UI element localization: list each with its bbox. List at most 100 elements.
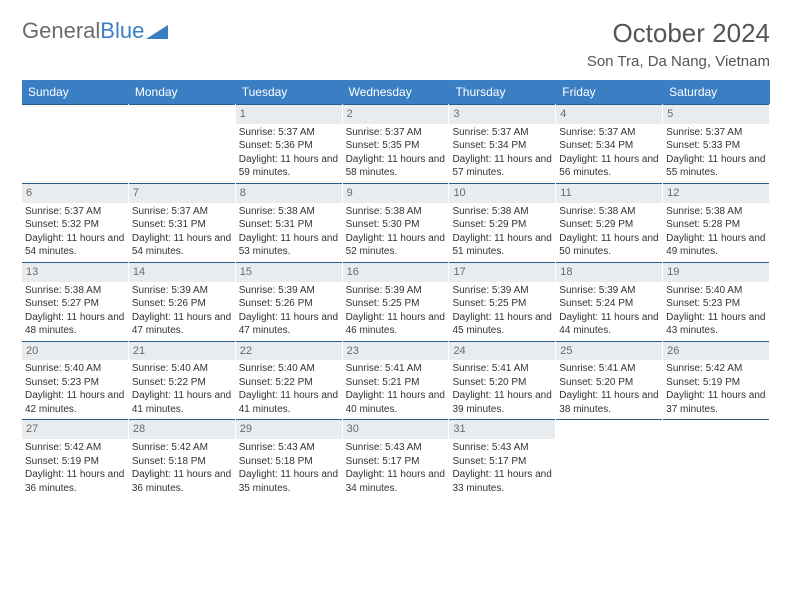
calendar-cell: 31 Sunrise: 5:43 AMSunset: 5:17 PMDayligh…	[449, 419, 556, 498]
daylight-text: Daylight: 11 hours and 33 minutes.	[452, 468, 552, 495]
sunset-text: Sunset: 5:29 PM	[559, 218, 659, 232]
calendar-cell	[22, 104, 129, 183]
sunset-text: Sunset: 5:25 PM	[452, 297, 552, 311]
calendar-cell: 6Sunrise: 5:37 AMSunset: 5:32 PMDaylight…	[22, 183, 129, 262]
daylight-text: Daylight: 11 hours and 36 minutes.	[132, 468, 232, 495]
sunset-text: Sunset: 5:23 PM	[666, 297, 766, 311]
day-number: 25	[556, 341, 662, 361]
daylight-text: Daylight: 11 hours and 48 minutes.	[25, 311, 125, 338]
calendar-cell: 11Sunrise: 5:38 AMSunset: 5:29 PMDayligh…	[556, 183, 663, 262]
day-number: 30	[343, 419, 449, 439]
logo: GeneralBlue	[22, 18, 168, 44]
daylight-text: Daylight: 11 hours and 59 minutes.	[239, 153, 339, 180]
sunrise-text: Sunrise: 5:39 AM	[559, 284, 659, 298]
sunset-text: Sunset: 5:33 PM	[666, 139, 766, 153]
day-number: 14	[129, 262, 235, 282]
sunrise-text: Sunrise: 5:42 AM	[666, 362, 766, 376]
day-number: 13	[22, 262, 128, 282]
daylight-text: Daylight: 11 hours and 44 minutes.	[559, 311, 659, 338]
calendar-cell	[129, 104, 236, 183]
calendar-cell: 9Sunrise: 5:38 AMSunset: 5:30 PMDaylight…	[343, 183, 450, 262]
day-number: 24	[449, 341, 555, 361]
calendar-cell: 13Sunrise: 5:38 AMSunset: 5:27 PMDayligh…	[22, 262, 129, 341]
sunrise-text: Sunrise: 5:43 AM	[452, 441, 552, 455]
sunrise-text: Sunrise: 5:43 AM	[346, 441, 446, 455]
sunrise-text: Sunrise: 5:42 AM	[25, 441, 125, 455]
daylight-text: Daylight: 11 hours and 38 minutes.	[559, 389, 659, 416]
daylight-text: Daylight: 11 hours and 42 minutes.	[25, 389, 125, 416]
day-header-tuesday: Tuesday	[236, 80, 343, 104]
daylight-text: Daylight: 11 hours and 55 minutes.	[666, 153, 766, 180]
sunrise-text: Sunrise: 5:38 AM	[559, 205, 659, 219]
sunrise-text: Sunrise: 5:39 AM	[346, 284, 446, 298]
sunset-text: Sunset: 5:22 PM	[132, 376, 232, 390]
calendar-cell: 16Sunrise: 5:39 AMSunset: 5:25 PMDayligh…	[343, 262, 450, 341]
sunrise-text: Sunrise: 5:41 AM	[346, 362, 446, 376]
sunset-text: Sunset: 5:31 PM	[239, 218, 339, 232]
sunset-text: Sunset: 5:34 PM	[452, 139, 552, 153]
calendar-cell: 15Sunrise: 5:39 AMSunset: 5:26 PMDayligh…	[236, 262, 343, 341]
daylight-text: Daylight: 11 hours and 46 minutes.	[346, 311, 446, 338]
sunset-text: Sunset: 5:23 PM	[25, 376, 125, 390]
day-number: 31	[449, 419, 555, 439]
calendar: Sunday Monday Tuesday Wednesday Thursday…	[22, 80, 770, 498]
calendar-cell: 5Sunrise: 5:37 AMSunset: 5:33 PMDaylight…	[663, 104, 770, 183]
day-number: 20	[22, 341, 128, 361]
header: GeneralBlue October 2024 Son Tra, Da Nan…	[22, 18, 770, 70]
week-row: 6Sunrise: 5:37 AMSunset: 5:32 PMDaylight…	[22, 183, 770, 262]
day-number: 6	[22, 183, 128, 203]
sunset-text: Sunset: 5:26 PM	[132, 297, 232, 311]
calendar-cell: 2Sunrise: 5:37 AMSunset: 5:35 PMDaylight…	[343, 104, 450, 183]
day-number: 5	[663, 104, 769, 124]
daylight-text: Daylight: 11 hours and 51 minutes.	[452, 232, 552, 259]
day-number: 7	[129, 183, 235, 203]
sunrise-text: Sunrise: 5:39 AM	[239, 284, 339, 298]
sunrise-text: Sunrise: 5:37 AM	[559, 126, 659, 140]
calendar-cell: 12Sunrise: 5:38 AMSunset: 5:28 PMDayligh…	[663, 183, 770, 262]
calendar-cell: 30Sunrise: 5:43 AMSunset: 5:17 PMDayligh…	[343, 419, 450, 498]
day-number: 4	[556, 104, 662, 124]
weeks-container: 1Sunrise: 5:37 AMSunset: 5:36 PMDaylight…	[22, 104, 770, 498]
month-title: October 2024	[587, 18, 770, 49]
daylight-text: Daylight: 11 hours and 36 minutes.	[25, 468, 125, 495]
calendar-cell: 28Sunrise: 5:42 AMSunset: 5:18 PMDayligh…	[129, 419, 236, 498]
calendar-cell: 10Sunrise: 5:38 AMSunset: 5:29 PMDayligh…	[449, 183, 556, 262]
sunrise-text: Sunrise: 5:38 AM	[452, 205, 552, 219]
daylight-text: Daylight: 11 hours and 58 minutes.	[346, 153, 446, 180]
location: Son Tra, Da Nang, Vietnam	[587, 53, 770, 70]
day-number: 29	[236, 419, 342, 439]
calendar-cell: 7Sunrise: 5:37 AMSunset: 5:31 PMDaylight…	[129, 183, 236, 262]
sunset-text: Sunset: 5:34 PM	[559, 139, 659, 153]
day-number	[663, 419, 769, 437]
calendar-cell: 21Sunrise: 5:40 AMSunset: 5:22 PMDayligh…	[129, 341, 236, 420]
sunset-text: Sunset: 5:17 PM	[346, 455, 446, 469]
logo-text-2: Blue	[100, 18, 144, 44]
day-number: 12	[663, 183, 769, 203]
day-header-sunday: Sunday	[22, 80, 129, 104]
calendar-cell	[663, 419, 770, 498]
sunrise-text: Sunrise: 5:38 AM	[25, 284, 125, 298]
sunrise-text: Sunrise: 5:37 AM	[452, 126, 552, 140]
day-number: 21	[129, 341, 235, 361]
sunrise-text: Sunrise: 5:40 AM	[239, 362, 339, 376]
sunset-text: Sunset: 5:25 PM	[346, 297, 446, 311]
day-number	[129, 104, 235, 122]
week-row: 13Sunrise: 5:38 AMSunset: 5:27 PMDayligh…	[22, 262, 770, 341]
day-number: 10	[449, 183, 555, 203]
day-number: 26	[663, 341, 769, 361]
title-block: October 2024 Son Tra, Da Nang, Vietnam	[587, 18, 770, 70]
sunset-text: Sunset: 5:17 PM	[452, 455, 552, 469]
sunrise-text: Sunrise: 5:37 AM	[132, 205, 232, 219]
week-row: 1Sunrise: 5:37 AMSunset: 5:36 PMDaylight…	[22, 104, 770, 183]
calendar-cell: 18Sunrise: 5:39 AMSunset: 5:24 PMDayligh…	[556, 262, 663, 341]
sunrise-text: Sunrise: 5:37 AM	[239, 126, 339, 140]
day-number: 3	[449, 104, 555, 124]
day-number: 23	[343, 341, 449, 361]
calendar-cell: 20Sunrise: 5:40 AMSunset: 5:23 PMDayligh…	[22, 341, 129, 420]
week-row: 27Sunrise: 5:42 AMSunset: 5:19 PMDayligh…	[22, 419, 770, 498]
daylight-text: Daylight: 11 hours and 49 minutes.	[666, 232, 766, 259]
calendar-cell: 17Sunrise: 5:39 AMSunset: 5:25 PMDayligh…	[449, 262, 556, 341]
sunset-text: Sunset: 5:20 PM	[452, 376, 552, 390]
day-number: 22	[236, 341, 342, 361]
day-number	[556, 419, 662, 437]
